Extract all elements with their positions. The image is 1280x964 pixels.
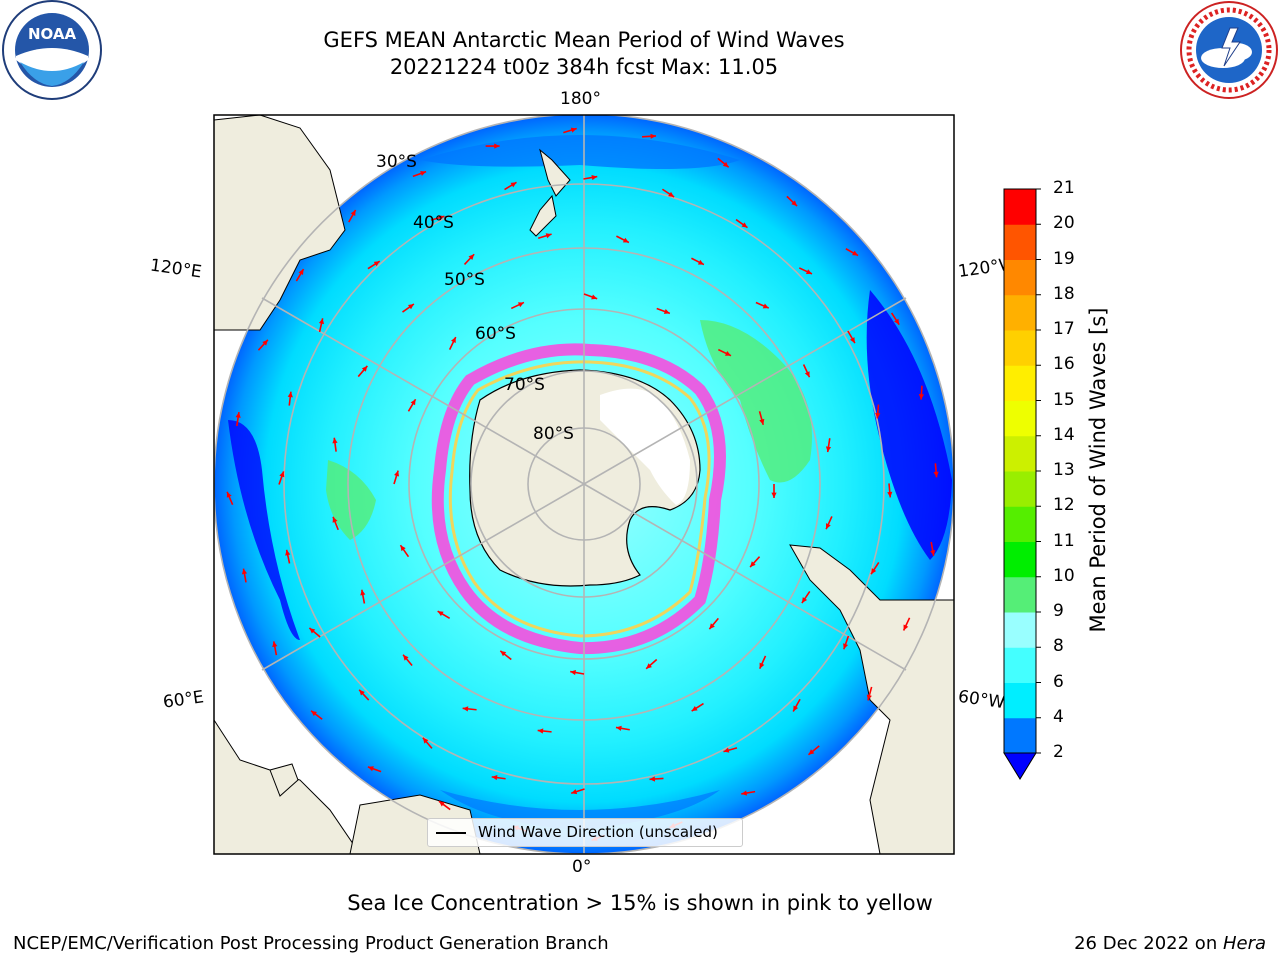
colorbar-segment (1004, 683, 1036, 719)
colorbar-segment (1004, 471, 1036, 507)
colorbar-segment (1004, 260, 1036, 296)
lat-label-40s: 40°S (413, 213, 454, 233)
colorbar-segment (1004, 189, 1036, 225)
lat-label-50s: 50°S (444, 270, 485, 290)
colorbar-tick-label: 13 (1053, 460, 1075, 480)
colorbar-segment (1004, 295, 1036, 331)
map-legend: Wind Wave Direction (unscaled) (427, 818, 743, 847)
footer-host: Hera (1223, 933, 1266, 954)
colorbar-tick-label: 4 (1053, 707, 1064, 727)
colorbar-label: Mean Period of Wind Waves [s] (1086, 308, 1110, 633)
colorbar-tick-label: 8 (1053, 636, 1064, 656)
colorbar-tick-label: 16 (1053, 354, 1075, 374)
colorbar-segment (1004, 401, 1036, 437)
lon-label-180: 180° (560, 89, 601, 109)
footer-date: 26 Dec 2022 on Hera (1074, 933, 1266, 954)
footer-date-text: 26 Dec 2022 on (1074, 933, 1223, 954)
colorbar-segment (1004, 436, 1036, 472)
footer-credit: NCEP/EMC/Verification Post Processing Pr… (13, 933, 609, 954)
legend-line-sample (436, 832, 466, 834)
colorbar-segment (1004, 506, 1036, 542)
colorbar-tick-label: 18 (1053, 284, 1075, 304)
colorbar-tick-label: 20 (1053, 213, 1075, 233)
colorbar-tick-label: 14 (1053, 425, 1075, 445)
colorbar-segment (1004, 365, 1036, 401)
lat-label-60s: 60°S (475, 324, 516, 344)
colorbar-tick-label: 6 (1053, 672, 1064, 692)
colorbar (996, 182, 1046, 787)
colorbar-segment (1004, 330, 1036, 366)
legend-label: Wind Wave Direction (unscaled) (478, 823, 718, 841)
colorbar-segment (1004, 647, 1036, 683)
colorbar-extend-min (1004, 753, 1036, 779)
sea-ice-caption: Sea Ice Concentration > 15% is shown in … (0, 891, 1280, 915)
colorbar-tick-label: 10 (1053, 566, 1075, 586)
lat-label-80s: 80°S (533, 424, 574, 444)
lon-label-0: 0° (572, 857, 591, 877)
colorbar-tick-label: 15 (1053, 390, 1075, 410)
colorbar-tick-label: 2 (1053, 742, 1064, 762)
colorbar-segment (1004, 224, 1036, 260)
colorbar-tick-label: 17 (1053, 319, 1075, 339)
colorbar-tick-label: 12 (1053, 495, 1075, 515)
lat-label-70s: 70°S (504, 375, 545, 395)
colorbar-tick-label: 21 (1053, 178, 1075, 198)
colorbar-tick-label: 19 (1053, 249, 1075, 269)
colorbar-tick-label: 11 (1053, 531, 1075, 551)
colorbar-tick-label: 9 (1053, 601, 1064, 621)
colorbar-segment (1004, 612, 1036, 648)
colorbar-segment (1004, 542, 1036, 578)
lat-label-30s: 30°S (376, 152, 417, 172)
colorbar-segment (1004, 718, 1036, 754)
colorbar-segment (1004, 577, 1036, 613)
